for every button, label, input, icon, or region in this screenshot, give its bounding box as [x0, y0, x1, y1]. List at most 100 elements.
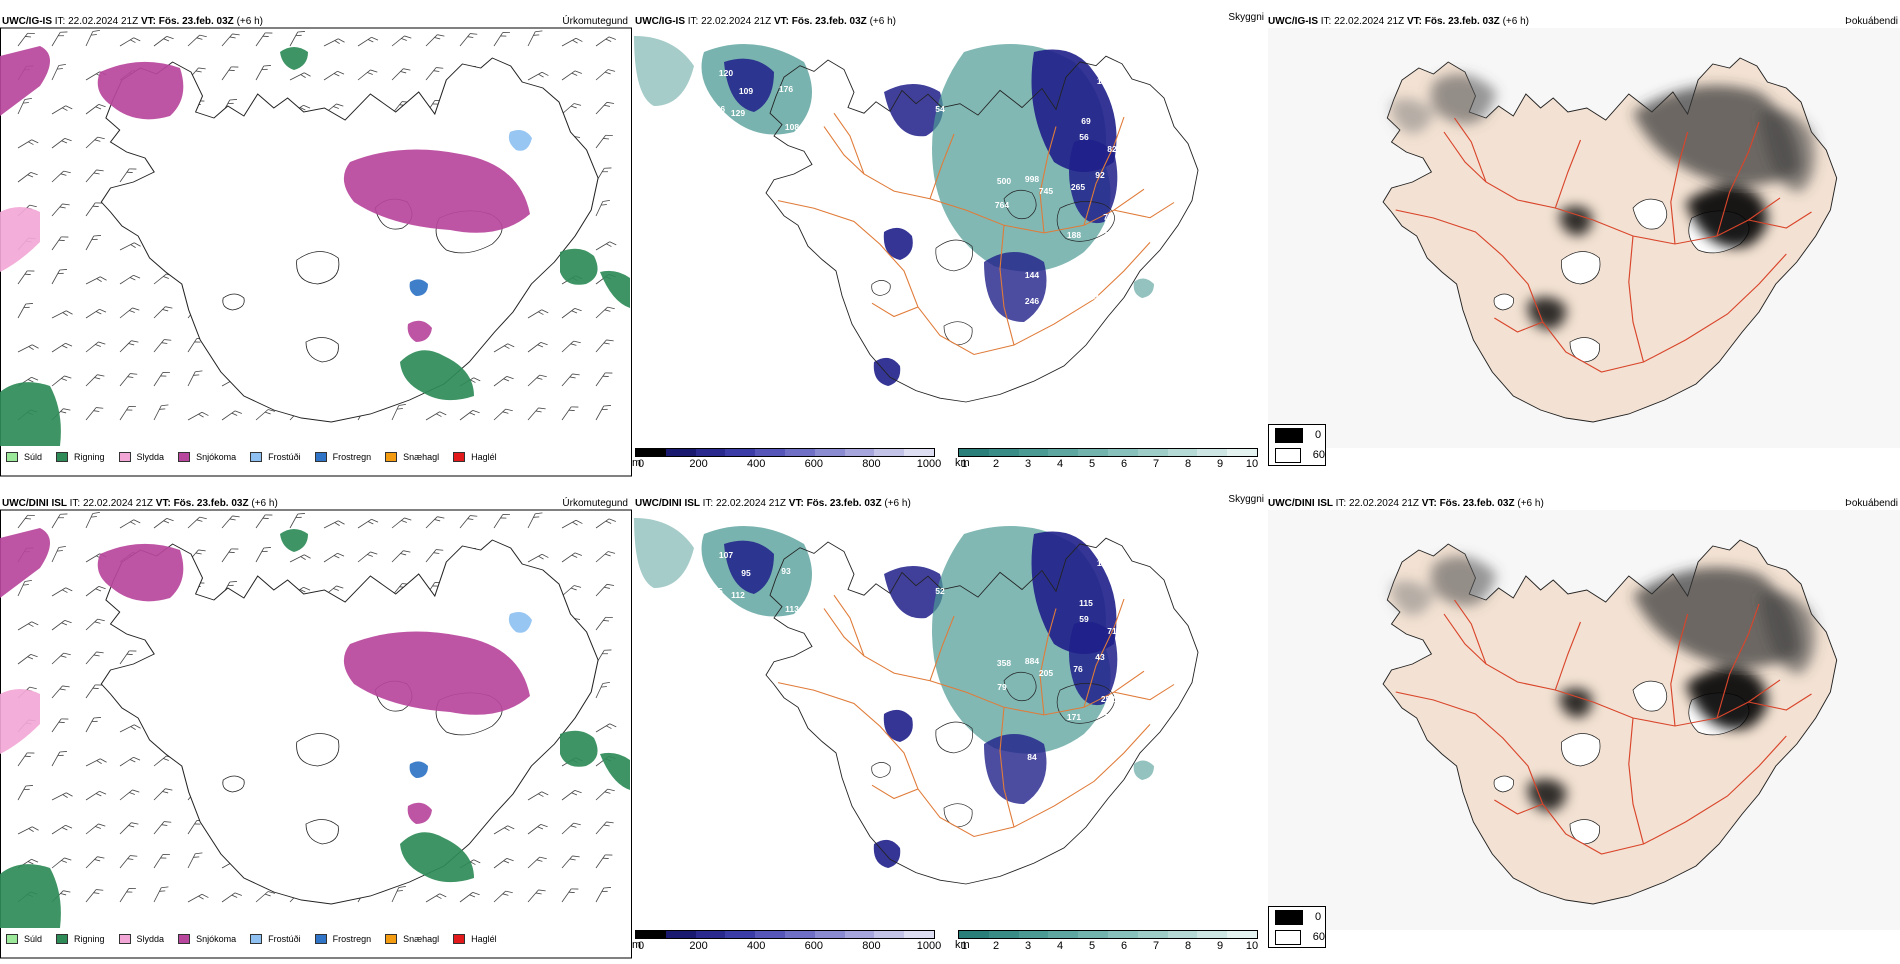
- fog-legend: 0 60: [1268, 424, 1326, 466]
- colorbar-tick-label: 4: [1056, 458, 1064, 470]
- visibility-value-label: 546: [1105, 712, 1119, 722]
- visibility-area: [1133, 760, 1154, 780]
- wind-barb: [289, 72, 311, 81]
- wind-barb: [289, 554, 311, 563]
- fog-area: [1559, 206, 1592, 236]
- colorbar-segment: [904, 931, 934, 938]
- panel-header: UWC/IG-IS IT: 22.02.2024 21Z VT: Fös. 23…: [1268, 16, 1529, 27]
- it-value: 22.02.2024 21Z: [1334, 16, 1407, 27]
- it-value: 22.02.2024 21Z: [701, 16, 774, 27]
- colorbar-tick-label: 800: [862, 458, 881, 470]
- precip-area: [400, 832, 474, 883]
- road: [1748, 211, 1812, 229]
- precip-legend-item: Haglél: [453, 934, 497, 944]
- glacier-outline: [1561, 733, 1601, 767]
- wind-barb: [85, 717, 101, 733]
- wind-barb: [119, 373, 138, 387]
- colorbar-tick-label: 2: [992, 940, 1000, 952]
- wind-barb: [357, 551, 378, 563]
- iceland-outline: [765, 537, 1199, 885]
- wind-barb: [459, 891, 480, 903]
- fog-area: [1391, 98, 1434, 134]
- it-label: IT:: [702, 498, 716, 509]
- precip-area: [97, 61, 184, 120]
- wind-barb: [51, 718, 69, 733]
- precip-legend-item: Súld: [6, 934, 42, 944]
- fog-panel: UWC/IG-IS IT: 22.02.2024 21Z VT: Fös. 23…: [1268, 12, 1900, 477]
- colorbar-segment: [874, 931, 905, 938]
- iceland-outline: [100, 539, 599, 905]
- vt-label: VT:: [1421, 498, 1440, 509]
- wind-barb: [51, 203, 70, 217]
- panel-header: UWC/IG-IS IT: 22.02.2024 21Z VT: Fös. 23…: [2, 16, 263, 27]
- visibility-value-label: 764: [995, 200, 1009, 210]
- wind-barb: [153, 306, 173, 319]
- colorbar-segment: [725, 931, 756, 938]
- fog-area: [1759, 109, 1815, 192]
- colorbar-tick-label: 9: [1216, 458, 1224, 470]
- wind-barb: [459, 33, 478, 47]
- glacier-outline: [871, 762, 891, 778]
- precip-area: [0, 46, 50, 116]
- road: [833, 112, 865, 175]
- wind-barb: [561, 519, 583, 529]
- fog-area: [1527, 296, 1566, 330]
- colorbar-strip: [958, 930, 1258, 939]
- wind-barb: [425, 411, 447, 421]
- visibility-value-label: 129: [731, 108, 745, 118]
- visibility-map: 107 95 93 85 112 113 96 52 106 115 59 71 43 54 49 76 358…: [634, 518, 1199, 885]
- model-name: UWC/IG-IS: [635, 16, 688, 27]
- precip-legend-label: Frostúði: [268, 452, 301, 462]
- colorbar-ticks: 1 2 3 4 5 6 7 8 9 10: [958, 457, 1258, 471]
- wind-barb: [221, 515, 240, 529]
- precip-area: [400, 350, 474, 401]
- wind-barb: [85, 308, 107, 319]
- colorbar-unit: m: [632, 939, 642, 951]
- wind-barb: [153, 886, 169, 903]
- wind-barb: [493, 375, 514, 387]
- wind-barb: [595, 405, 611, 421]
- wind-barb: [51, 792, 73, 801]
- it-label: IT:: [69, 498, 83, 509]
- visibility-value-label: 85: [713, 586, 723, 596]
- wind-barb: [187, 34, 207, 47]
- colorbar-segment: [1137, 449, 1168, 456]
- wind-barb: [527, 309, 549, 319]
- it-label: IT:: [54, 16, 69, 27]
- wind-barb: [595, 69, 616, 81]
- visibility-value-label: 176: [779, 84, 793, 94]
- it-label: IT:: [1320, 16, 1335, 27]
- visibility-value-label: 188: [1067, 230, 1081, 240]
- precip-area: [280, 47, 308, 70]
- visibility-value-label: 49: [1149, 646, 1159, 656]
- road: [777, 682, 1151, 838]
- vt-value: Fös. 23.feb. 03Z: [791, 16, 870, 27]
- glacier-outline: [1003, 189, 1037, 219]
- wind-barb: [289, 31, 305, 47]
- wind-barb: [85, 856, 105, 869]
- wind-barb: [153, 35, 174, 47]
- wind-barb: [595, 551, 616, 563]
- visibility-value-label: 92: [1095, 170, 1105, 180]
- wind-barb: [527, 71, 549, 81]
- wind-barb: [561, 552, 582, 563]
- road-network: [777, 112, 1175, 356]
- colorbar-tick-label: 7: [1152, 458, 1160, 470]
- visibility-value-label: 109: [739, 86, 753, 96]
- wind-barb: [17, 621, 39, 631]
- road: [1494, 317, 1543, 333]
- colorbar-segment: [695, 449, 726, 456]
- fog-legend-item: 60: [1269, 445, 1325, 465]
- visibility-value-label: 196: [711, 104, 725, 114]
- wind-barb: [85, 684, 103, 699]
- precip-type-panel: UWC/IG-IS IT: 22.02.2024 21Z VT: Fös. 23…: [0, 12, 632, 477]
- wind-barb: [51, 513, 68, 529]
- wind-barb: [85, 585, 106, 597]
- wind-barb: [255, 514, 273, 529]
- vt-value: Fös. 23.feb. 03Z: [806, 498, 885, 509]
- colorbar-unit: m: [632, 457, 642, 469]
- colorbar-tick-label: 400: [747, 940, 766, 952]
- colorbar-segment: [904, 449, 934, 456]
- colorbar-segment: [874, 449, 905, 456]
- it-label: IT:: [687, 16, 702, 27]
